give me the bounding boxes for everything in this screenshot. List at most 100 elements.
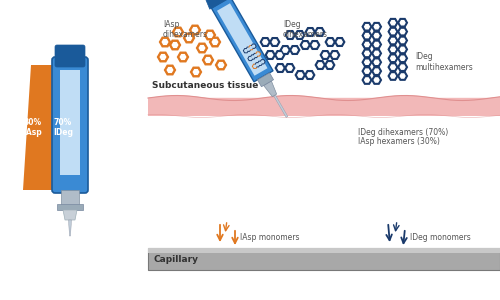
Polygon shape [372,67,382,75]
Polygon shape [390,38,396,43]
Polygon shape [278,66,283,70]
Polygon shape [217,3,268,76]
Polygon shape [374,42,379,46]
Bar [53,65,73,190]
Polygon shape [400,65,405,69]
Polygon shape [364,78,370,82]
Polygon shape [172,27,184,37]
Polygon shape [248,48,250,50]
Polygon shape [298,73,303,77]
Polygon shape [398,54,407,62]
Text: IDeg dihexamers (70%): IDeg dihexamers (70%) [358,128,448,137]
Polygon shape [335,38,345,46]
Polygon shape [362,40,372,49]
Polygon shape [320,51,330,59]
Polygon shape [260,60,265,64]
Polygon shape [204,0,233,9]
Polygon shape [285,31,295,39]
Polygon shape [308,30,313,34]
Polygon shape [390,47,396,51]
Polygon shape [249,58,252,59]
Text: Subcutaneous tissue: Subcutaneous tissue [152,80,258,89]
Polygon shape [186,36,192,40]
Polygon shape [246,47,250,51]
Polygon shape [218,63,224,68]
Polygon shape [192,28,198,32]
FancyBboxPatch shape [52,57,88,193]
Polygon shape [307,73,312,77]
Polygon shape [257,53,259,55]
Polygon shape [212,0,273,82]
Polygon shape [172,43,178,47]
Polygon shape [305,71,315,79]
Bar [148,98,500,116]
Polygon shape [374,69,379,73]
Polygon shape [400,47,405,51]
Polygon shape [158,52,168,62]
Polygon shape [295,71,305,79]
Polygon shape [248,57,252,60]
Polygon shape [318,30,322,34]
Polygon shape [300,41,310,49]
Polygon shape [208,33,213,38]
Polygon shape [315,28,325,36]
Polygon shape [332,53,337,57]
Polygon shape [244,50,247,52]
Polygon shape [210,37,220,47]
Bar [148,248,500,270]
Polygon shape [390,65,396,69]
Bar [60,70,80,175]
Polygon shape [252,44,256,48]
Polygon shape [268,53,273,57]
Polygon shape [362,58,372,66]
Polygon shape [398,36,407,45]
Polygon shape [364,25,370,29]
Polygon shape [256,52,260,56]
Polygon shape [372,22,382,31]
Polygon shape [327,63,332,67]
Polygon shape [254,65,256,67]
Bar [61,190,79,206]
Polygon shape [272,40,277,44]
Polygon shape [372,49,382,58]
Polygon shape [259,62,261,64]
Text: 30%
IAsp: 30% IAsp [24,118,42,137]
Polygon shape [254,55,256,56]
Polygon shape [160,55,166,59]
Polygon shape [212,40,218,44]
Text: 70%
IDeg: 70% IDeg [53,118,73,137]
Text: IDeg monomers: IDeg monomers [410,233,471,242]
Text: IDeg
dihexamers: IDeg dihexamers [283,20,328,39]
FancyBboxPatch shape [55,45,85,67]
Polygon shape [372,76,382,84]
Polygon shape [388,27,398,36]
Polygon shape [164,65,175,75]
Polygon shape [199,46,205,50]
Polygon shape [400,56,405,60]
Polygon shape [176,30,181,34]
Polygon shape [280,46,290,54]
Polygon shape [206,58,211,62]
Polygon shape [178,52,188,62]
Text: IAsp monomers: IAsp monomers [240,233,300,242]
Polygon shape [244,49,248,52]
Polygon shape [297,33,302,37]
Polygon shape [323,53,328,57]
Polygon shape [388,36,398,45]
Polygon shape [255,63,260,67]
Polygon shape [184,33,194,43]
Polygon shape [372,58,382,66]
Polygon shape [190,67,202,77]
Polygon shape [374,25,379,29]
Polygon shape [364,34,370,38]
Polygon shape [337,40,342,44]
Polygon shape [362,67,372,75]
Polygon shape [316,61,325,69]
Text: IAsp hexamers (30%): IAsp hexamers (30%) [358,137,440,146]
Polygon shape [250,47,252,49]
Polygon shape [262,61,264,63]
Polygon shape [388,72,398,80]
Polygon shape [400,74,405,78]
Polygon shape [277,53,282,57]
Polygon shape [364,60,370,64]
